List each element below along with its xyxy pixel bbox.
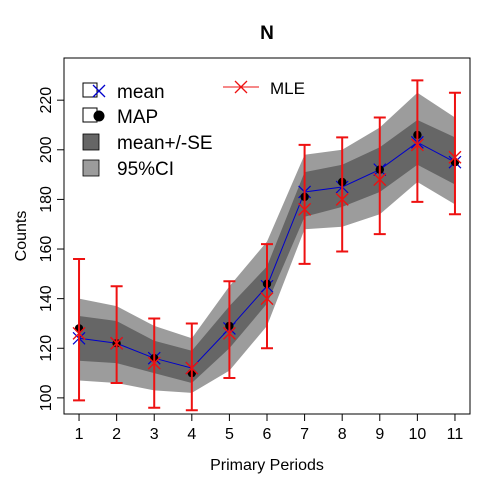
x-tick-label: 2 [112, 426, 121, 443]
x-tick-label: 1 [75, 426, 84, 443]
mle-errorbar [73, 257, 86, 402]
mle-point [373, 173, 387, 187]
y-tick-label: 160 [38, 236, 55, 263]
legend-ci95-swatch [82, 159, 100, 177]
mle-errorbar [411, 79, 424, 203]
x-tick-label: 10 [408, 426, 426, 443]
legend-item-ci95: 95%CI [82, 159, 174, 180]
y-tick-label: 120 [38, 335, 55, 362]
x-tick-label: 5 [225, 426, 234, 443]
legend-se-swatch [82, 133, 100, 151]
mle-point [298, 202, 312, 216]
legend-label-mean: mean [117, 82, 165, 103]
mle-errorbar [448, 91, 461, 216]
bands [79, 92, 455, 393]
y-axis-title: Counts [13, 211, 30, 262]
legend-map-dot-icon [93, 110, 105, 122]
y-tick-label: 200 [38, 136, 55, 163]
mle-point [222, 326, 236, 340]
x-tick-label: 9 [375, 426, 384, 443]
mle-errorbar [373, 116, 386, 236]
x-tick-label: 8 [338, 426, 347, 443]
x-tick-label: 3 [150, 426, 159, 443]
x-axis: 1 2 3 4 5 6 7 8 9 10 11 [75, 413, 464, 443]
legend-label-map: MAP [117, 107, 158, 128]
legend-label-se: mean+/-SE [117, 133, 213, 154]
mle-point [147, 356, 161, 370]
x-tick-label: 7 [300, 426, 309, 443]
legend-mean-box [82, 82, 98, 98]
legend-label-mle: MLE [270, 79, 305, 98]
legend-item-map: MAP [82, 107, 158, 128]
mle-errorbar [185, 322, 198, 412]
legend-item-se: mean+/-SE [82, 133, 213, 154]
x-tick-label: 4 [187, 426, 196, 443]
mle-point [410, 138, 424, 152]
legend: mean MAP mean+/-SE 95%CI MLE [82, 79, 305, 180]
mle-errorbar [298, 143, 311, 265]
mle-errorbar [336, 136, 349, 253]
x-axis-title: Primary Periods [210, 457, 324, 474]
mle-point [335, 192, 349, 206]
se-band [79, 120, 455, 383]
legend-item-mean: mean [82, 82, 165, 103]
mle-point [260, 292, 274, 306]
mle-layer [72, 79, 462, 412]
legend-mean-cross-icon [92, 84, 106, 98]
x-tick-label: 6 [263, 426, 272, 443]
legend-mle-cross-icon [234, 80, 248, 94]
y-tick-label: 180 [38, 186, 55, 213]
mle-errorbar [223, 280, 236, 380]
y-tick-label: 140 [38, 285, 55, 312]
chart-title: N [260, 23, 274, 44]
legend-item-mle: MLE [223, 79, 305, 98]
y-tick-label: 100 [38, 384, 55, 411]
legend-label-ci95: 95%CI [117, 159, 174, 180]
y-tick-label: 220 [38, 87, 55, 114]
x-tick-label: 11 [447, 426, 464, 443]
mle-point [72, 326, 86, 340]
mle-point [185, 361, 199, 375]
mle-point [448, 150, 462, 164]
mle-errorbar [261, 243, 273, 350]
y-axis: 100 120 140 160 180 200 220 [38, 87, 65, 411]
mle-errorbar [110, 285, 123, 384]
mle-point [110, 336, 124, 350]
